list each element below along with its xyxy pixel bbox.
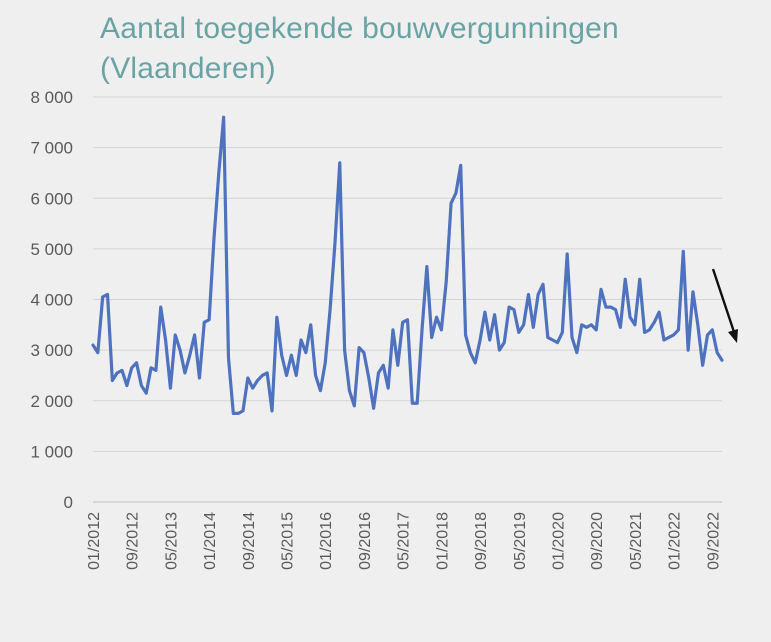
- y-tick-label: 3 000: [30, 341, 73, 360]
- x-tick-label: 05/2015: [280, 512, 297, 570]
- x-tick-label: 09/2014: [241, 512, 258, 570]
- chart-title-line-1: Aantal toegekende bouwvergunningen: [100, 12, 619, 45]
- x-tick-label: 09/2022: [705, 512, 722, 570]
- x-tick-label: 01/2022: [667, 512, 684, 570]
- y-tick-label: 4 000: [30, 291, 73, 310]
- y-tick-label: 7 000: [30, 139, 73, 158]
- x-tick-label: 01/2016: [318, 512, 335, 570]
- x-tick-label: 05/2021: [628, 512, 645, 570]
- x-tick-label: 05/2013: [163, 512, 180, 570]
- x-tick-label: 09/2018: [473, 512, 490, 570]
- y-tick-label: 1 000: [30, 442, 73, 461]
- x-tick-label: 05/2017: [396, 512, 413, 570]
- x-tick-label: 01/2014: [202, 512, 219, 570]
- x-tick-label: 09/2012: [125, 512, 142, 570]
- y-tick-label: 0: [64, 493, 73, 512]
- series-line: [91, 115, 724, 416]
- x-tick-label: 09/2020: [589, 512, 606, 570]
- y-tick-label: 5 000: [30, 240, 73, 259]
- x-tick-label: 01/2012: [86, 512, 103, 570]
- downward-arrow-icon: [711, 268, 738, 343]
- y-tick-label: 2 000: [30, 392, 73, 411]
- x-tick-label: 01/2020: [550, 512, 567, 570]
- x-tick-label: 05/2019: [512, 512, 529, 570]
- y-tick-label: 6 000: [30, 189, 73, 208]
- chart-title-line-2: (Vlaanderen): [100, 52, 276, 85]
- x-tick-label: 01/2018: [434, 512, 451, 570]
- x-tick-label: 09/2016: [357, 512, 374, 570]
- y-tick-label: 8 000: [30, 88, 73, 107]
